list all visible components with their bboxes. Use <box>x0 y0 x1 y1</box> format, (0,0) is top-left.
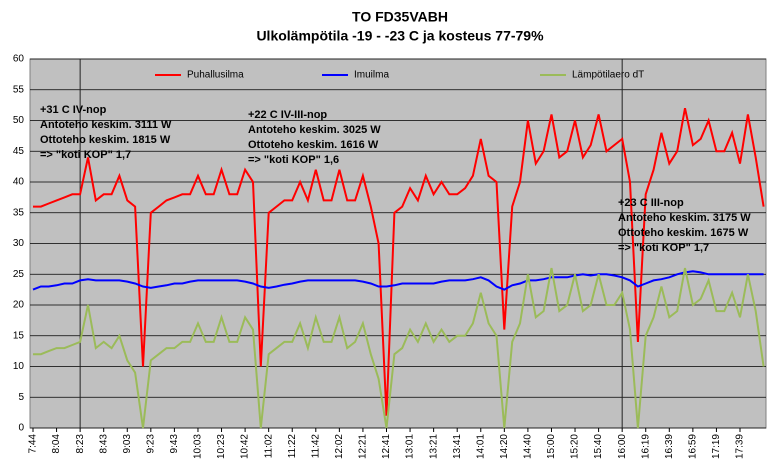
annotation: +31 C IV-nop <box>40 104 107 116</box>
y-tick-label: 40 <box>13 177 25 188</box>
annotation: +23 C III-nop <box>618 197 684 209</box>
x-tick-label: 9:43 <box>169 434 180 454</box>
x-tick-label: 11:22 <box>287 434 298 459</box>
annotation: => "koti KOP" 1,7 <box>618 242 709 254</box>
annotation: Antoteho keskim. 3025 W <box>248 124 381 136</box>
annotation: Antoteho keskim. 3175 W <box>618 212 751 224</box>
annotation: => "koti KOP" 1,6 <box>248 154 339 166</box>
x-tick-label: 16:59 <box>688 434 699 459</box>
annotation: Ottoteho keskim. 1616 W <box>248 139 379 151</box>
x-tick-label: 8:23 <box>75 434 86 454</box>
y-tick-label: 60 <box>13 54 25 65</box>
x-tick-label: 15:40 <box>593 434 604 459</box>
y-tick-label: 30 <box>13 238 25 249</box>
y-tick-label: 55 <box>13 84 25 95</box>
legend-label: Puhallusilma <box>187 70 244 81</box>
x-tick-label: 17:19 <box>711 434 722 459</box>
x-tick-label: 11:42 <box>310 434 321 459</box>
x-tick-label: 12:02 <box>334 434 345 459</box>
x-tick-label: 16:39 <box>664 434 675 459</box>
y-tick-label: 50 <box>13 115 25 126</box>
x-tick-label: 12:41 <box>381 434 392 459</box>
x-tick-label: 8:04 <box>51 434 62 454</box>
annotation: Antoteho keskim. 3111 W <box>40 119 172 131</box>
y-tick-label: 20 <box>13 300 25 311</box>
series-line <box>33 267 765 429</box>
y-tick-label: 45 <box>13 146 25 157</box>
annotation: => "koti KOP" 1,7 <box>40 149 131 161</box>
legend-label: Lämpötilaero dT <box>572 70 644 81</box>
annotation: Ottoteho keskim. 1675 W <box>618 227 749 239</box>
legend-label: Imuilma <box>354 70 389 81</box>
y-tick-label: 15 <box>13 330 25 341</box>
x-tick-label: 16:19 <box>640 434 651 459</box>
x-tick-label: 14:01 <box>475 434 486 459</box>
x-tick-label: 10:42 <box>240 434 251 459</box>
series-line <box>33 107 765 416</box>
chart-subtitle: Ulkolämpötila -19 - -23 C ja kosteus 77-… <box>256 28 544 44</box>
x-tick-label: 16:00 <box>617 434 628 459</box>
y-tick-label: 0 <box>18 423 24 434</box>
y-tick-label: 10 <box>13 361 25 372</box>
annotation: Ottoteho keskim. 1815 W <box>40 134 171 146</box>
x-tick-label: 10:23 <box>216 434 227 459</box>
x-tick-label: 11:02 <box>263 434 274 459</box>
annotation: +22 C IV-III-nop <box>248 109 327 121</box>
y-tick-label: 25 <box>13 269 25 280</box>
x-tick-label: 9:23 <box>145 434 156 454</box>
x-tick-label: 13:21 <box>428 434 439 459</box>
x-tick-label: 14:40 <box>523 434 534 459</box>
x-tick-label: 17:39 <box>735 434 746 459</box>
x-tick-label: 15:00 <box>546 434 557 459</box>
x-tick-label: 13:41 <box>452 434 463 459</box>
x-tick-label: 13:01 <box>405 434 416 459</box>
x-tick-label: 7:44 <box>28 434 39 454</box>
y-tick-label: 35 <box>13 207 25 218</box>
x-tick-label: 9:03 <box>122 434 133 454</box>
x-tick-label: 14:20 <box>499 434 510 459</box>
chart-title: TO FD35VABH <box>352 9 448 25</box>
x-tick-label: 8:43 <box>98 434 109 454</box>
x-tick-label: 15:20 <box>570 434 581 459</box>
x-tick-label: 10:03 <box>193 434 204 459</box>
x-tick-label: 12:21 <box>358 434 369 459</box>
series-line <box>32 270 764 291</box>
y-tick-label: 5 <box>18 392 24 403</box>
